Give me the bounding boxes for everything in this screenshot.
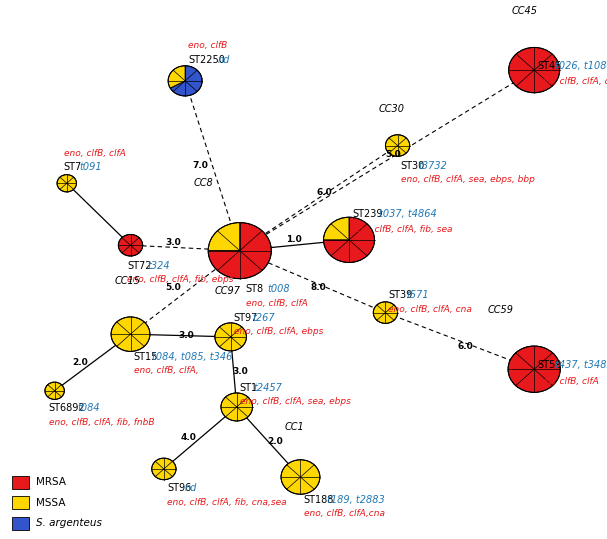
Text: MRSA: MRSA [36,478,66,487]
Text: S. argenteus: S. argenteus [36,519,103,528]
Text: ST239: ST239 [352,209,382,219]
Text: 4.0: 4.0 [180,433,196,443]
Wedge shape [152,458,176,480]
Text: CC30: CC30 [379,104,404,114]
Text: eno, clfB, clfA: eno, clfB, clfA [537,377,599,385]
Wedge shape [508,346,560,392]
Text: eno, clfB: eno, clfB [188,42,228,50]
Text: eno, clfB, clfA,cna: eno, clfB, clfA,cna [304,509,384,518]
Text: 3.0: 3.0 [165,238,181,247]
Text: eno, clfB, clfA, fib, fnbB: eno, clfB, clfA, fib, fnbB [49,418,154,426]
Text: ST39: ST39 [388,291,413,300]
Text: ST72: ST72 [127,261,152,271]
Text: ST6892: ST6892 [49,403,85,413]
Text: ST15: ST15 [134,352,158,362]
Text: t3732: t3732 [419,161,448,171]
Text: CC8: CC8 [194,177,213,188]
Text: ST97: ST97 [234,313,258,323]
Text: ST8: ST8 [246,285,264,294]
Text: eno, clfB, clfA, fib, cna,sea: eno, clfB, clfA, fib, cna,sea [167,498,287,507]
Text: eno, clfB, clfA, fib, ebps: eno, clfB, clfA, fib, ebps [127,275,234,284]
Wedge shape [385,135,410,156]
Text: eno, clfB, clfA: eno, clfB, clfA [246,299,308,308]
Text: t084, t085, t346: t084, t085, t346 [152,352,232,362]
Text: eno, clfB, clfA, sea, ebps, bbp: eno, clfB, clfA, sea, ebps, bbp [401,175,535,184]
Wedge shape [208,223,240,251]
Wedge shape [324,217,349,240]
Text: nd: nd [217,56,229,65]
Text: t084: t084 [78,403,100,413]
Text: eno, clfB, clfA, cna: eno, clfB, clfA, cna [388,305,472,314]
Text: 2.0: 2.0 [73,358,88,367]
Text: t189, t2883: t189, t2883 [327,495,384,505]
Text: ST2250: ST2250 [188,56,225,65]
Bar [12,496,29,509]
Text: 6.0: 6.0 [317,188,333,197]
Text: t091: t091 [79,162,101,172]
Text: 2.0: 2.0 [267,438,282,446]
Text: eno, clfB, clfA,: eno, clfB, clfA, [134,367,198,375]
Wedge shape [111,317,150,351]
Text: ST59: ST59 [537,360,561,370]
Wedge shape [373,302,398,323]
Wedge shape [324,217,375,262]
Text: t037, t4864: t037, t4864 [379,209,436,219]
Text: nd: nd [185,483,197,493]
Text: ST45: ST45 [537,61,561,71]
Wedge shape [168,66,185,88]
Text: eno, clfB, clfA, ebps: eno, clfB, clfA, ebps [234,327,323,336]
Wedge shape [118,234,143,256]
Text: CC97: CC97 [215,286,240,296]
Text: CC15: CC15 [115,275,140,286]
Text: t2457: t2457 [253,383,282,392]
Text: CC1: CC1 [285,421,304,432]
Text: 5.0: 5.0 [385,150,401,160]
Text: MSSA: MSSA [36,498,66,508]
Text: eno, clfB, clfA, sea, ebps: eno, clfB, clfA, sea, ebps [240,397,351,406]
Text: 3.0: 3.0 [232,368,248,376]
Wedge shape [509,47,560,93]
Text: CC45: CC45 [512,6,538,16]
Wedge shape [215,323,246,351]
Wedge shape [45,382,64,399]
Text: 8.0: 8.0 [311,282,327,292]
Text: eno, clfB, clfA, fib, sea: eno, clfB, clfA, fib, sea [352,225,453,233]
Text: 7.0: 7.0 [192,161,208,170]
Wedge shape [221,393,253,421]
Text: t571: t571 [407,291,429,300]
Wedge shape [170,66,202,96]
Text: ST7: ST7 [64,162,82,172]
Text: eno, clfB, clfA: eno, clfB, clfA [64,149,126,157]
Text: ST96: ST96 [167,483,191,493]
Text: ST188: ST188 [304,495,334,505]
Wedge shape [57,175,76,192]
Text: ST30: ST30 [401,161,425,171]
Text: 5.0: 5.0 [165,282,181,292]
Text: t324: t324 [147,261,169,271]
Text: eno, clfB, clfA, cna, ebps: eno, clfB, clfA, cna, ebps [537,78,607,86]
Bar [12,476,29,489]
Wedge shape [208,223,271,279]
Bar [12,517,29,530]
Text: t008: t008 [267,285,290,294]
Text: 1.0: 1.0 [287,236,302,244]
Text: 6.0: 6.0 [458,342,473,351]
Text: ST1: ST1 [240,383,258,392]
Text: t026, t1081: t026, t1081 [555,61,607,71]
Text: 3.0: 3.0 [179,331,194,340]
Text: CC59: CC59 [488,305,514,315]
Text: t267: t267 [252,313,274,323]
Wedge shape [281,460,320,494]
Text: t437, t3485, t3513: t437, t3485, t3513 [555,360,607,370]
